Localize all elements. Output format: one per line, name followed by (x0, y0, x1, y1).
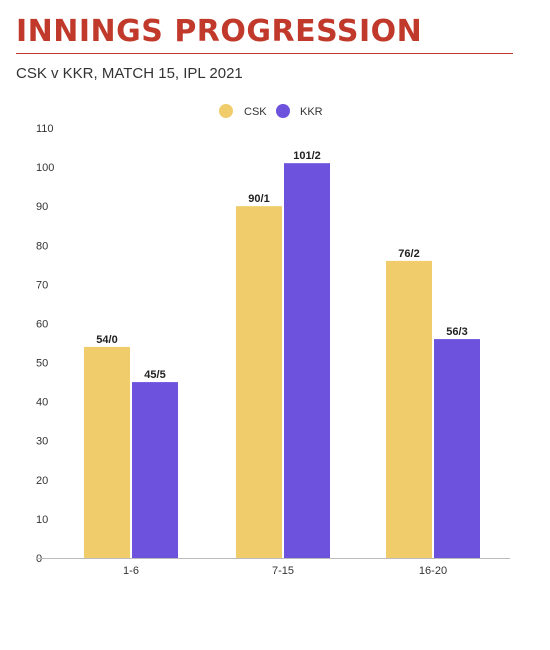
legend-swatch-kkr (276, 104, 290, 118)
bar-csk (84, 346, 130, 558)
y-tick-label: 110 (36, 123, 54, 135)
y-tick-label: 90 (36, 201, 48, 213)
y-tick-label: 100 (36, 162, 54, 174)
y-tick-label: 70 (36, 279, 48, 291)
chart-subtitle: CSK v KKR, MATCH 15, IPL 2021 (16, 65, 243, 82)
y-tick-label: 50 (36, 358, 48, 370)
bar-kkr (434, 339, 480, 558)
data-label: 56/3 (446, 326, 467, 338)
y-tick-label: 40 (36, 397, 48, 409)
bar-kkr (284, 163, 330, 558)
y-tick-label: 10 (36, 514, 48, 526)
y-tick-label: 30 (36, 436, 48, 448)
y-tick-label: 20 (36, 475, 48, 487)
x-tick-label: 1-6 (123, 565, 139, 577)
bar-kkr (132, 382, 178, 558)
chart-title: INNINGS PROGRESSION (16, 14, 423, 49)
title-divider (16, 53, 513, 54)
bar-csk (236, 206, 282, 558)
x-tick-label: 7-15 (272, 565, 294, 577)
legend-label-csk: CSK (244, 106, 267, 118)
data-label: 90/1 (248, 193, 269, 205)
legend-swatch-csk (219, 104, 233, 118)
y-tick-label: 80 (36, 240, 48, 252)
data-label: 76/2 (398, 248, 419, 260)
bar-csk (386, 260, 432, 558)
data-label: 45/5 (144, 369, 165, 381)
data-label: 54/0 (96, 334, 117, 346)
legend-label-kkr: KKR (300, 106, 323, 118)
y-tick-label: 60 (36, 318, 48, 330)
data-label: 101/2 (293, 150, 321, 162)
x-tick-label: 16-20 (419, 565, 447, 577)
